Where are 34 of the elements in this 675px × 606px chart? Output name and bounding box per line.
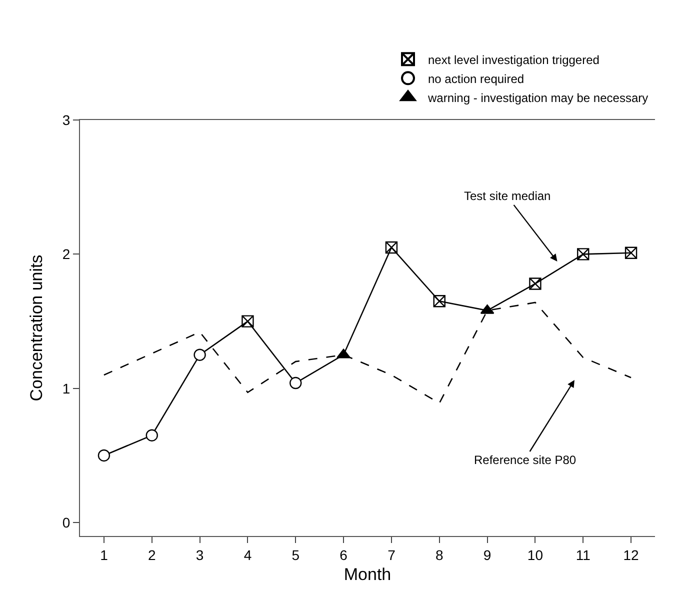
x-tick-label: 5 (292, 546, 300, 563)
y-tick-label: 0 (62, 514, 70, 530)
legend-label: no action required (428, 72, 524, 86)
point (98, 449, 110, 462)
x-tick-label: 12 (623, 546, 640, 563)
x-tick-label: 7 (388, 546, 396, 563)
legend-label: warning - investigation may be necessary (427, 90, 648, 105)
y-tick-label: 2 (62, 246, 70, 262)
x-tick-label: 1 (100, 546, 108, 563)
x-tick-label: 10 (527, 546, 544, 563)
x-tick-label: 9 (483, 546, 492, 563)
x-tick-label: 2 (148, 546, 156, 563)
point (577, 248, 590, 260)
point (529, 278, 542, 290)
x-tick-label: 6 (340, 546, 348, 563)
x-tick-label: 8 (435, 546, 444, 563)
point (433, 295, 446, 308)
point (336, 348, 350, 358)
x-tick-label: 11 (576, 546, 591, 563)
point (290, 376, 302, 390)
point (242, 315, 254, 328)
y-axis-title: Concentration units (26, 254, 46, 402)
point (146, 429, 158, 442)
x-tick-label: 3 (196, 546, 204, 563)
y-tick-label: 1 (62, 380, 70, 396)
point (385, 241, 398, 254)
x-axis-title: Month (344, 565, 392, 584)
x-tick-label: 4 (244, 546, 252, 563)
annotation: Reference site P80 (474, 453, 576, 467)
annotation: Test site median (464, 189, 551, 203)
point (194, 348, 206, 361)
y-tick-label: 3 (62, 112, 70, 128)
legend-label: next level investigation triggered (428, 52, 600, 67)
point (624, 246, 638, 259)
